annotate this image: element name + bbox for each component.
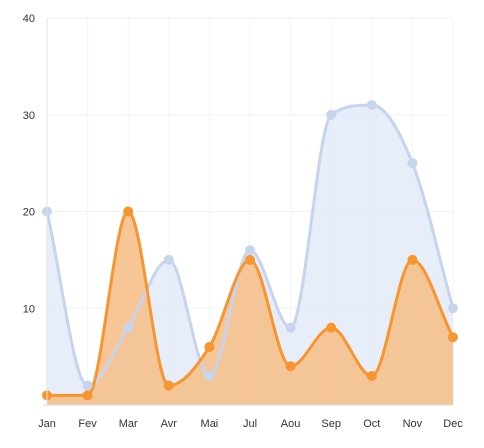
x-tick-label: Sep — [321, 418, 341, 430]
x-tick-label: Oct — [363, 418, 380, 430]
series-1-point-nov[interactable] — [407, 158, 418, 169]
series-1-point-sep[interactable] — [326, 109, 337, 120]
series-1-point-jul[interactable] — [245, 245, 255, 256]
series-1-point-dec[interactable] — [448, 303, 458, 314]
series-2-point-sep[interactable] — [326, 322, 337, 333]
x-tick-label: Fev — [78, 418, 97, 430]
series-2-area — [47, 211, 453, 405]
series-2-point-avr[interactable] — [163, 380, 174, 391]
x-tick-label: Jan — [38, 418, 56, 430]
series-2-point-aou[interactable] — [285, 361, 296, 372]
axes — [43, 18, 453, 406]
series-2-point-mar[interactable] — [123, 206, 134, 217]
series-1-point-oct[interactable] — [366, 100, 377, 111]
x-tick-label: Mai — [201, 418, 219, 430]
series-1-point-mar[interactable] — [123, 322, 134, 333]
series-1-point-fev[interactable] — [82, 380, 93, 391]
series-2-point-fev[interactable] — [82, 390, 93, 401]
y-tick-label: 40 — [23, 13, 35, 25]
y-tick-label: 20 — [23, 207, 35, 219]
y-tick-label: 30 — [23, 110, 35, 122]
series-1-point-avr[interactable] — [163, 254, 174, 265]
x-tick-label: Dec — [443, 418, 463, 430]
x-tick-labels: Jan Fev Mar Avr Mai Jul Aou Sep Oct Nov Dec — [38, 418, 463, 430]
series-2-point-nov[interactable] — [407, 254, 418, 265]
series-2-point-mai[interactable] — [204, 341, 215, 352]
series-1-point-mai[interactable] — [204, 370, 215, 381]
x-tick-label: Jul — [243, 418, 257, 430]
x-tick-label: Nov — [403, 418, 423, 430]
x-tick-label: Avr — [161, 418, 178, 430]
series-2-point-oct[interactable] — [366, 370, 377, 381]
x-tick-label: Aou — [281, 418, 301, 430]
series-2-point-dec[interactable] — [448, 332, 458, 343]
series-2-line — [47, 209, 455, 397]
series-2-point-jul[interactable] — [245, 254, 255, 265]
x-tick-label: Mar — [119, 418, 138, 430]
y-tick-labels: 10 20 30 40 — [23, 13, 35, 315]
series-1-point-aou[interactable] — [285, 322, 296, 333]
y-tick-label: 10 — [23, 303, 35, 315]
